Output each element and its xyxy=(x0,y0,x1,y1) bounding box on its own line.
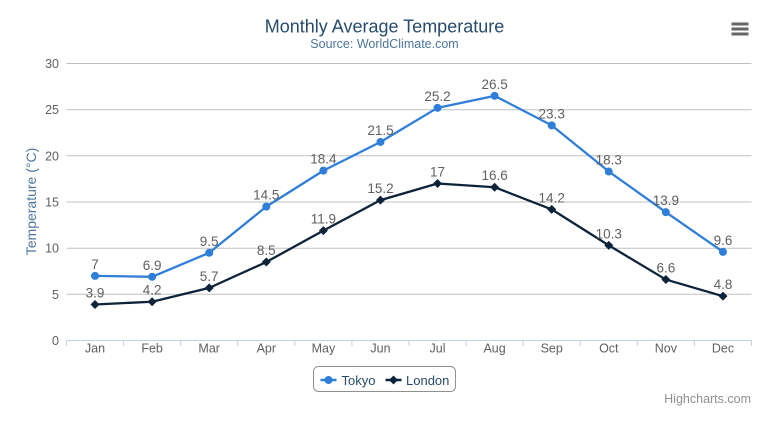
svg-text:5.7: 5.7 xyxy=(200,269,219,284)
svg-text:Dec: Dec xyxy=(712,342,734,356)
svg-text:Monthly Average Temperature: Monthly Average Temperature xyxy=(265,17,504,37)
svg-text:Apr: Apr xyxy=(257,342,276,356)
svg-text:Tokyo: Tokyo xyxy=(342,373,376,388)
svg-text:Oct: Oct xyxy=(599,342,619,356)
svg-text:Jun: Jun xyxy=(370,342,390,356)
svg-text:5: 5 xyxy=(52,288,59,302)
svg-text:Jul: Jul xyxy=(430,342,446,356)
svg-text:15.2: 15.2 xyxy=(367,181,393,196)
svg-text:11.9: 11.9 xyxy=(311,212,336,227)
svg-text:10: 10 xyxy=(45,242,59,256)
svg-text:Sep: Sep xyxy=(541,342,563,356)
svg-text:14.5: 14.5 xyxy=(253,188,279,203)
svg-text:7: 7 xyxy=(91,257,99,272)
svg-text:13.9: 13.9 xyxy=(653,193,679,208)
svg-text:10.3: 10.3 xyxy=(596,226,622,241)
svg-text:18.4: 18.4 xyxy=(310,152,337,167)
svg-text:14.2: 14.2 xyxy=(539,190,565,205)
svg-text:6.9: 6.9 xyxy=(143,258,162,273)
svg-text:15: 15 xyxy=(45,196,59,210)
svg-text:30: 30 xyxy=(45,57,59,71)
svg-text:20: 20 xyxy=(45,149,59,163)
svg-text:18.3: 18.3 xyxy=(596,153,622,168)
svg-text:26.5: 26.5 xyxy=(481,77,507,92)
svg-text:9.5: 9.5 xyxy=(200,234,219,249)
svg-text:London: London xyxy=(406,373,449,388)
svg-text:4.8: 4.8 xyxy=(714,277,733,292)
svg-text:Jan: Jan xyxy=(85,342,105,356)
svg-text:3.9: 3.9 xyxy=(86,286,105,301)
svg-text:21.5: 21.5 xyxy=(367,123,393,138)
svg-text:23.3: 23.3 xyxy=(539,106,565,121)
svg-text:16.6: 16.6 xyxy=(481,168,507,183)
svg-text:Nov: Nov xyxy=(655,342,678,356)
svg-text:9.6: 9.6 xyxy=(714,233,733,248)
svg-text:Source: WorldClimate.com: Source: WorldClimate.com xyxy=(310,37,458,51)
svg-text:May: May xyxy=(312,342,336,356)
svg-text:Feb: Feb xyxy=(141,342,163,356)
svg-text:Mar: Mar xyxy=(198,342,220,356)
svg-text:Temperature (°C): Temperature (°C) xyxy=(23,148,39,256)
svg-text:4.2: 4.2 xyxy=(143,283,162,298)
svg-text:Highcharts.com: Highcharts.com xyxy=(664,392,751,406)
svg-text:0: 0 xyxy=(52,334,59,348)
svg-text:17: 17 xyxy=(430,165,445,180)
svg-text:Aug: Aug xyxy=(483,342,505,356)
svg-text:6.6: 6.6 xyxy=(657,261,676,276)
svg-text:8.5: 8.5 xyxy=(257,243,276,258)
svg-text:25.2: 25.2 xyxy=(424,89,450,104)
svg-text:25: 25 xyxy=(45,103,59,117)
